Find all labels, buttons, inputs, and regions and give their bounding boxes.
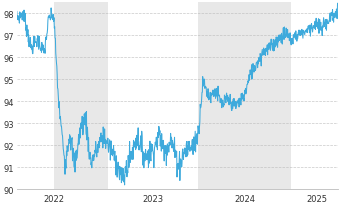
Bar — [198, 4, 291, 190]
Bar — [54, 4, 108, 190]
